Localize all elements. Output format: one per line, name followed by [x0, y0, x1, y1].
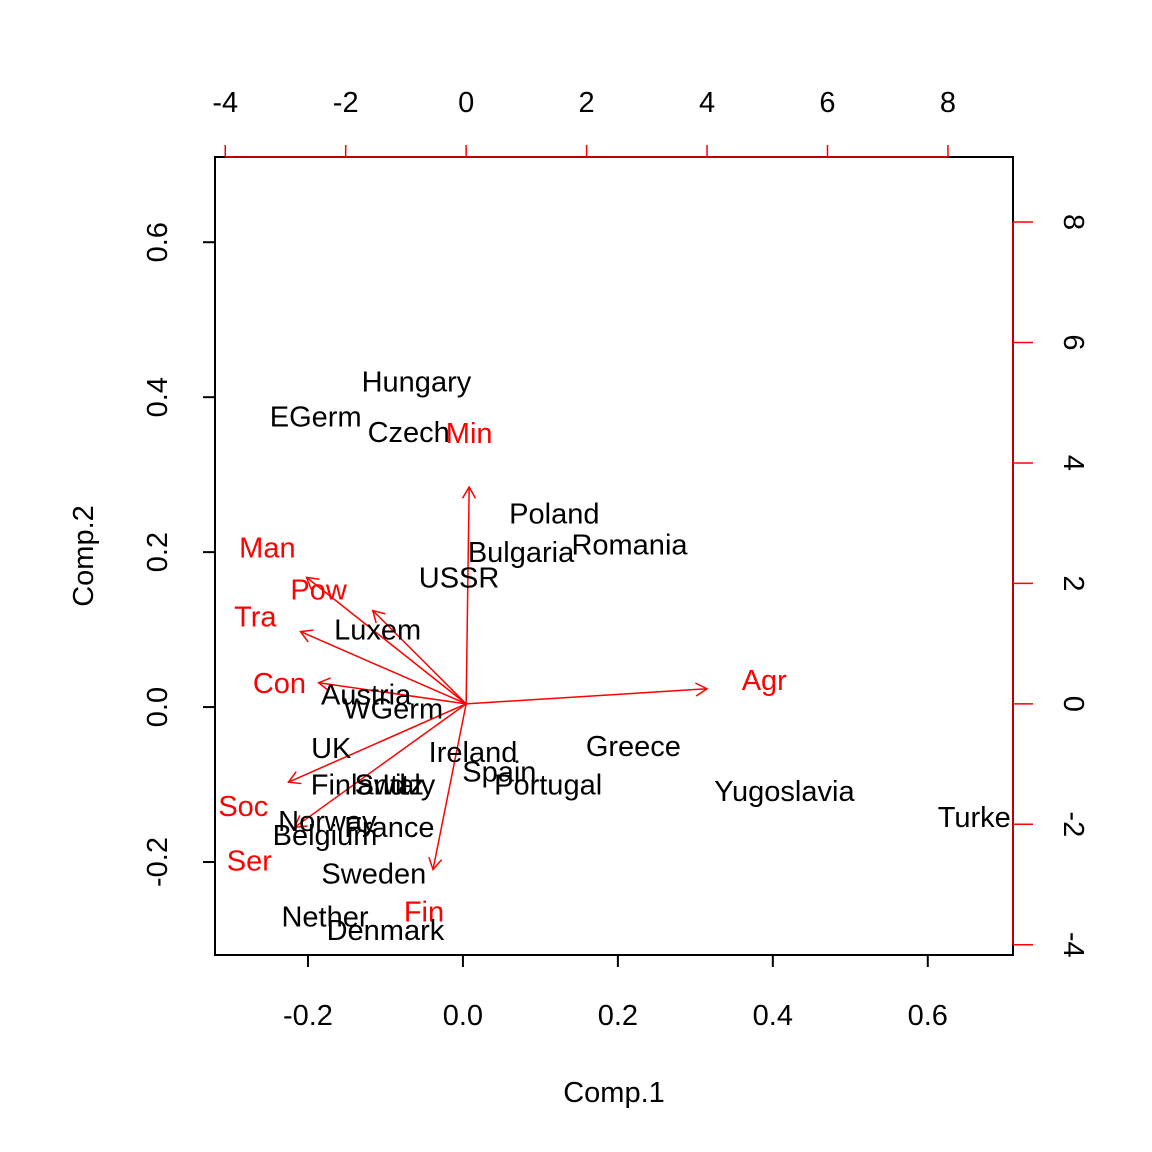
loading-arrow-man: [306, 576, 467, 705]
left-tick-label: 0.4: [142, 377, 174, 417]
top-axis: -4 -2 0 2 4 6 8: [212, 87, 956, 158]
point-label-greece: Greece: [586, 731, 681, 763]
loading-arrow-min: [465, 487, 470, 704]
loading-arrowhead-tra: [299, 629, 314, 643]
loading-arrow-soc: [288, 703, 467, 783]
point-label-luxem: Luxem: [334, 615, 421, 647]
loading-arrow-tra: [300, 630, 467, 705]
right-tick-label: 6: [1057, 334, 1089, 350]
point-label-ussr: USSR: [419, 563, 500, 595]
loading-arrowhead-min: [461, 485, 477, 499]
right-tick-label: 4: [1057, 455, 1089, 471]
bottom-tick-label: 0.2: [598, 1000, 638, 1032]
right-tick-label: 0: [1057, 696, 1089, 712]
top-tick-label: 4: [699, 87, 715, 119]
loading-arrowhead-pow: [371, 609, 386, 624]
point-label-bulgaria: Bulgaria: [468, 537, 575, 569]
left-tick-label: 0.2: [142, 532, 174, 572]
point-label-czech: Czech: [368, 417, 450, 449]
loading-label-agr: Agr: [742, 665, 787, 697]
top-tick-label: -2: [333, 87, 359, 119]
loading-arrow-ser: [294, 703, 467, 828]
bottom-tick-label: -0.2: [283, 1000, 333, 1032]
loading-arrow-agr: [466, 688, 708, 705]
point-label-nether: Nether: [281, 901, 368, 933]
left-tick-label: 0.0: [142, 687, 174, 727]
loading-arrowhead-fin: [428, 856, 443, 871]
bottom-axis: -0.2 0.0 0.2 0.4 0.6: [283, 954, 948, 1032]
point-label-austria: Austria: [321, 680, 412, 712]
loading-label-min: Min: [446, 418, 493, 450]
bottom-tick-label: 0.4: [753, 1000, 793, 1032]
right-tick-label: -2: [1057, 811, 1089, 837]
point-label-romania: Romania: [571, 529, 688, 561]
loading-label-pow: Pow: [290, 574, 347, 606]
point-label-portugal: Portugal: [494, 770, 602, 802]
loading-arrow-pow: [372, 609, 467, 705]
point-label-egerm: EGerm: [270, 402, 362, 434]
point-label-denmark: Denmark: [327, 915, 445, 947]
loading-arrowhead-man: [305, 576, 320, 590]
right-axis: -4 -2 0 2 4 6 8: [1012, 214, 1089, 958]
left-axis: -0.2 0.0 0.2 0.4 0.6: [142, 222, 216, 887]
loading-arrowhead-con: [317, 677, 331, 692]
left-tick-label: -0.2: [142, 837, 174, 887]
top-tick-label: 0: [458, 87, 474, 119]
point-label-uk: UK: [311, 733, 352, 765]
top-tick-label: 6: [819, 87, 835, 119]
loading-arrow-con: [318, 682, 467, 705]
point-label-belgium: Belgium: [273, 820, 378, 852]
right-tick-label: 8: [1057, 214, 1089, 230]
point-label-ireland: Ireland: [429, 737, 518, 769]
point-label-italy: Italy: [382, 770, 436, 802]
point-label-hungary: Hungary: [362, 367, 472, 399]
loading-label-ser: Ser: [227, 845, 272, 877]
point-label-norway: Norway: [278, 806, 377, 838]
bottom-tick-label: 0.0: [443, 1000, 483, 1032]
x-axis-label: Comp.1: [563, 1077, 665, 1109]
right-tick-label: -4: [1057, 932, 1089, 958]
top-tick-label: -4: [212, 87, 238, 119]
point-label-wgerm: WGerm: [343, 694, 443, 726]
loading-label-fin: Fin: [404, 897, 444, 929]
loading-label-tra: Tra: [234, 602, 277, 634]
top-tick-label: 2: [579, 87, 595, 119]
point-label-turke: Turke: [938, 802, 1011, 834]
top-tick-label: 8: [940, 87, 956, 119]
y-axis-label: Comp.2: [68, 505, 100, 607]
loading-label-man: Man: [239, 532, 295, 564]
bottom-tick-label: 0.6: [908, 1000, 948, 1032]
loading-arrowhead-agr: [695, 682, 709, 697]
point-label-sweden: Sweden: [321, 859, 426, 891]
loading-arrowhead-ser: [293, 815, 308, 829]
loading-label-con: Con: [253, 668, 306, 700]
point-label-spain: Spain: [462, 756, 536, 788]
point-label-poland: Poland: [509, 498, 599, 530]
loading-label-soc: Soc: [218, 791, 268, 823]
loading-arrowhead-soc: [287, 771, 302, 785]
point-label-yugoslavia: Yugoslavia: [714, 776, 855, 808]
point-label-france: France: [344, 812, 434, 844]
left-tick-label: 0.6: [142, 222, 174, 262]
loadings-layer: Agr Min Man Pow Con Tra Soc Ser Fin: [218, 418, 787, 929]
point-label-finland: Finland: [311, 770, 406, 802]
point-label-switz: Switz: [355, 770, 424, 802]
loading-arrow-fin: [432, 703, 467, 870]
right-tick-label: 2: [1057, 575, 1089, 591]
